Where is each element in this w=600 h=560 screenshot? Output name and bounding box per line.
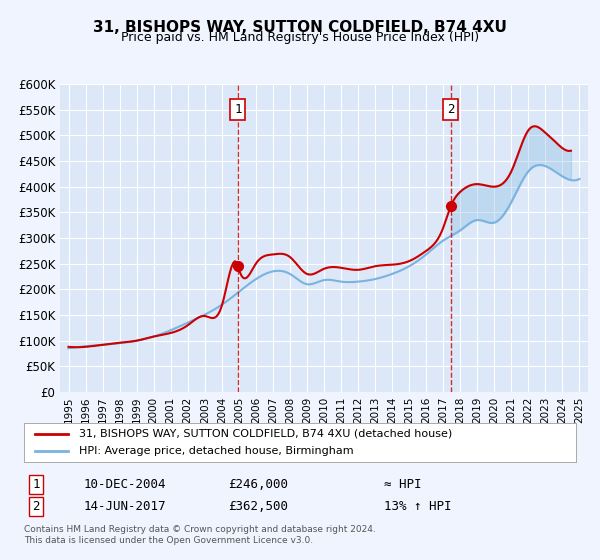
Text: 31, BISHOPS WAY, SUTTON COLDFIELD, B74 4XU (detached house): 31, BISHOPS WAY, SUTTON COLDFIELD, B74 4… bbox=[79, 429, 452, 439]
Text: 13% ↑ HPI: 13% ↑ HPI bbox=[384, 500, 452, 514]
Text: £362,500: £362,500 bbox=[228, 500, 288, 514]
Text: 1: 1 bbox=[32, 478, 40, 491]
Text: £246,000: £246,000 bbox=[228, 478, 288, 491]
Text: Contains HM Land Registry data © Crown copyright and database right 2024.: Contains HM Land Registry data © Crown c… bbox=[24, 525, 376, 534]
Text: ≈ HPI: ≈ HPI bbox=[384, 478, 421, 491]
Text: 2: 2 bbox=[32, 500, 40, 514]
Text: 10-DEC-2004: 10-DEC-2004 bbox=[84, 478, 167, 491]
Text: 31, BISHOPS WAY, SUTTON COLDFIELD, B74 4XU: 31, BISHOPS WAY, SUTTON COLDFIELD, B74 4… bbox=[93, 20, 507, 35]
Text: 14-JUN-2017: 14-JUN-2017 bbox=[84, 500, 167, 514]
Text: HPI: Average price, detached house, Birmingham: HPI: Average price, detached house, Birm… bbox=[79, 446, 354, 456]
Text: 2: 2 bbox=[447, 103, 455, 116]
Text: 1: 1 bbox=[234, 103, 242, 116]
Text: Price paid vs. HM Land Registry's House Price Index (HPI): Price paid vs. HM Land Registry's House … bbox=[121, 31, 479, 44]
Text: This data is licensed under the Open Government Licence v3.0.: This data is licensed under the Open Gov… bbox=[24, 536, 313, 545]
